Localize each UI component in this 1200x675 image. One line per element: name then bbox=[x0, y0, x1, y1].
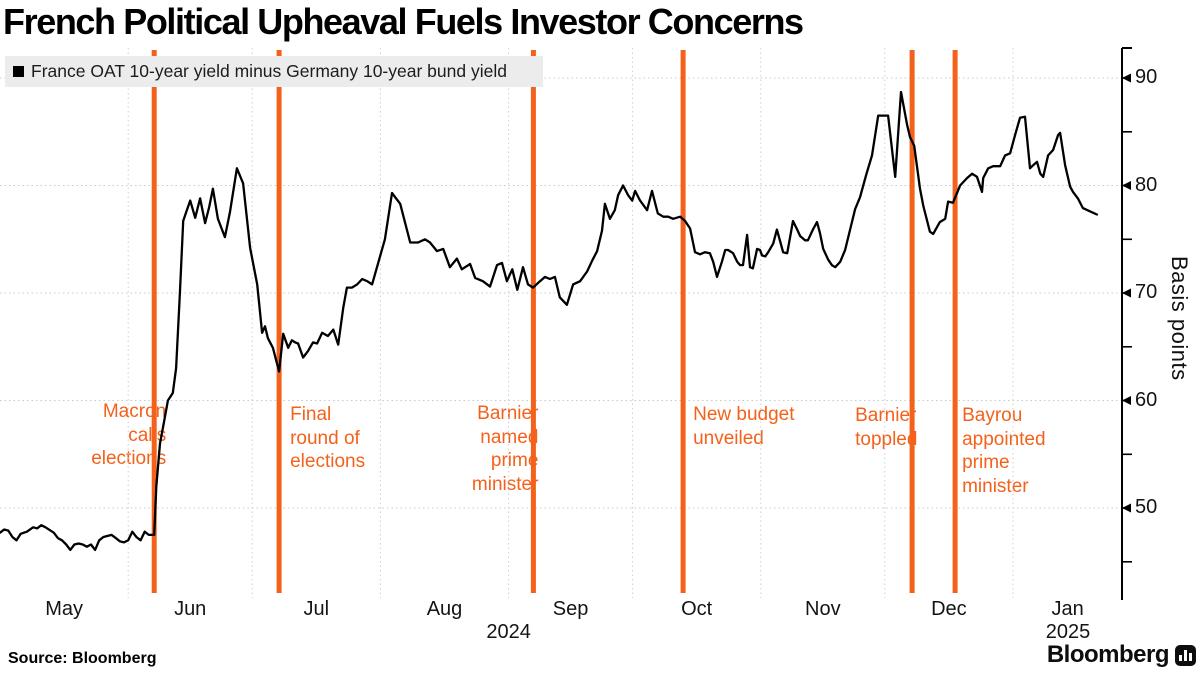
event-annotation-barnier-named-pm: Barnier named prime minister bbox=[471, 403, 539, 495]
bloomberg-logo: Bloomberg bbox=[1047, 641, 1196, 669]
x-tick-label-dec: Dec bbox=[931, 598, 967, 620]
event-annotation-final-round-elections: Final round of elections bbox=[290, 404, 366, 472]
x-year-label-2025: 2025 bbox=[1045, 621, 1091, 643]
bloomberg-wordmark: Bloomberg bbox=[1046, 641, 1170, 668]
y-axis-title: Basis points bbox=[1167, 256, 1192, 381]
x-tick-label-jun: Jun bbox=[174, 598, 207, 620]
y-tick-label-80: 80 bbox=[1135, 173, 1158, 196]
event-annotation-barnier-toppled: Barnier toppled bbox=[855, 405, 918, 450]
y-tick-label-90: 90 bbox=[1135, 66, 1158, 88]
x-year-label-2024: 2024 bbox=[486, 621, 531, 643]
y-tick-label-50: 50 bbox=[1135, 496, 1158, 518]
page-title: French Political Upheaval Fuels Investor… bbox=[3, 1, 804, 42]
x-tick-label-nov: Nov bbox=[805, 598, 841, 620]
x-tick-label-jul: Jul bbox=[303, 598, 330, 620]
event-annotation-new-budget-unveiled: New budget unveiled bbox=[693, 404, 795, 449]
bloomberg-terminal-icon bbox=[1175, 644, 1196, 666]
x-tick-label-oct: Oct bbox=[681, 598, 713, 620]
event-annotation-macron-calls-elections: Macron calls elections bbox=[91, 401, 167, 469]
source-credit: Source: Bloomberg bbox=[8, 650, 157, 667]
y-tick-label-60: 60 bbox=[1135, 388, 1158, 411]
x-tick-label-sep: Sep bbox=[552, 598, 589, 620]
y-tick-label-70: 70 bbox=[1135, 281, 1158, 303]
legend-label: France OAT 10-year yield minus Germany 1… bbox=[31, 61, 507, 81]
legend: France OAT 10-year yield minus Germany 1… bbox=[5, 56, 543, 87]
x-tick-label-may: May bbox=[45, 598, 83, 620]
x-tick-label-aug: Aug bbox=[426, 598, 463, 620]
legend-swatch-icon bbox=[13, 66, 24, 77]
event-annotation-bayrou-appointed-pm: Bayrou appointed prime minister bbox=[962, 405, 1046, 497]
x-tick-label-jan: Jan bbox=[1051, 598, 1084, 620]
